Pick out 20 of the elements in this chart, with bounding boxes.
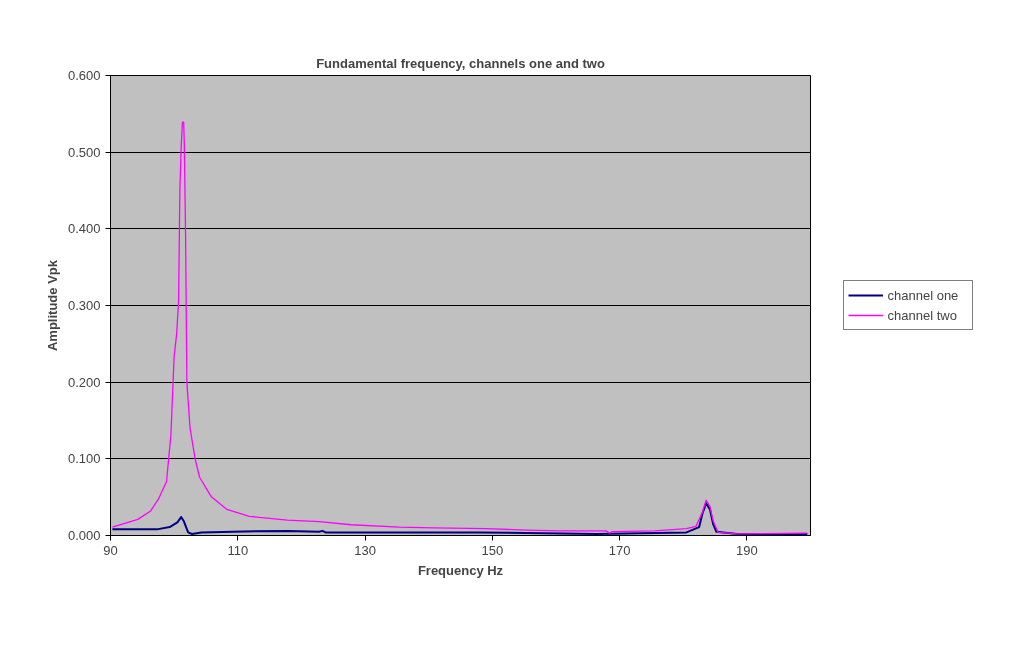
x-axis-title: Frequency Hz [417, 562, 504, 578]
y-tick-label: 0.200 [67, 374, 101, 390]
y-tick-label: 0.100 [67, 451, 101, 467]
y-tick-label: 0.300 [67, 298, 101, 313]
x-tick-label: 170 [608, 542, 631, 558]
x-tick-label: 150 [481, 542, 504, 558]
chart-title: Fundamental frequency, channels one and two [316, 55, 605, 71]
legend-label: channel one [887, 287, 960, 303]
y-tick-label: 0.600 [67, 68, 101, 83]
y-axis-title: Amplitude Vpk [44, 259, 60, 351]
x-tick-label: 190 [736, 542, 758, 558]
x-tick-label: 90 [103, 542, 118, 558]
legend-label: channel two [887, 307, 958, 323]
x-tick-label: 130 [354, 542, 376, 558]
line-series [111, 502, 809, 535]
y-tick-label: 0.500 [67, 144, 101, 160]
y-tick-label: 0.000 [67, 528, 101, 543]
y-tick-label: 0.400 [67, 221, 101, 237]
line-series [111, 121, 808, 535]
x-tick-label: 110 [227, 542, 249, 558]
